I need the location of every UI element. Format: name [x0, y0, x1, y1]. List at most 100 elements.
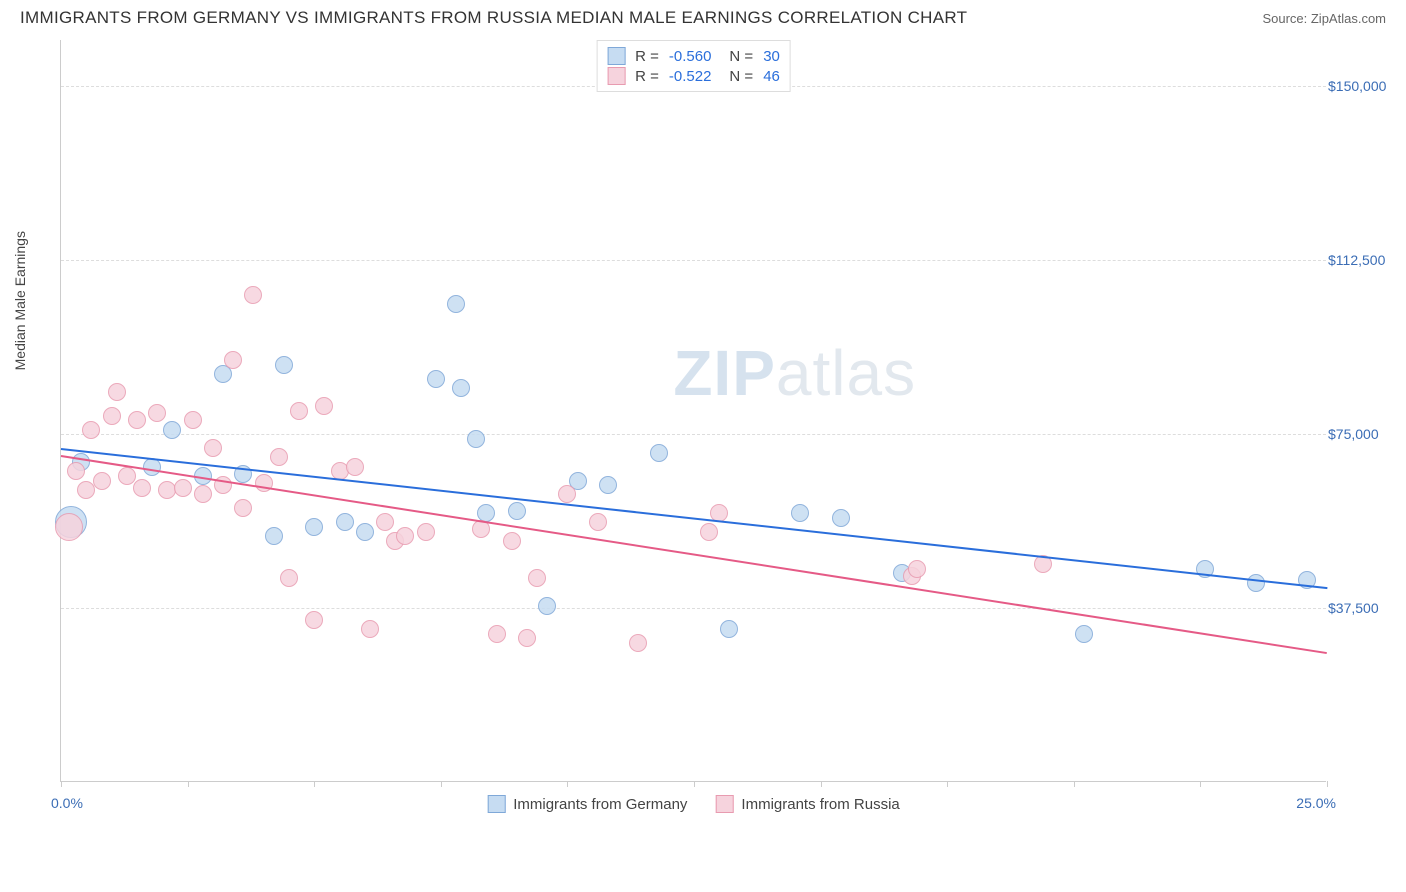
x-label-left: 0.0%	[51, 795, 83, 811]
legend-r-value: -0.522	[669, 68, 712, 85]
watermark: ZIPatlas	[673, 336, 916, 410]
data-point-germany	[791, 504, 809, 522]
data-point-russia	[589, 513, 607, 531]
data-point-russia	[133, 479, 151, 497]
gridline	[61, 260, 1326, 261]
data-point-germany	[265, 527, 283, 545]
data-point-russia	[82, 421, 100, 439]
data-point-russia	[629, 634, 647, 652]
y-tick-label: $112,500	[1328, 252, 1384, 268]
x-tick	[441, 781, 442, 787]
chart-source: Source: ZipAtlas.com	[1262, 11, 1386, 26]
data-point-russia	[488, 625, 506, 643]
trend-line-russia	[61, 455, 1327, 654]
data-point-germany	[599, 476, 617, 494]
legend-swatch-germany	[607, 47, 625, 65]
data-point-germany	[163, 421, 181, 439]
data-point-russia	[346, 458, 364, 476]
data-point-russia	[224, 351, 242, 369]
data-point-russia	[244, 286, 262, 304]
x-tick	[821, 781, 822, 787]
data-point-russia	[148, 404, 166, 422]
legend-series-label: Immigrants from Germany	[513, 796, 687, 813]
legend-swatch-russia	[715, 795, 733, 813]
legend-series-label: Immigrants from Russia	[741, 796, 899, 813]
data-point-russia	[361, 620, 379, 638]
legend-r-label: R =	[635, 68, 659, 85]
legend-top-row-germany: R = -0.560 N = 30	[607, 47, 780, 65]
y-tick-label: $37,500	[1328, 600, 1384, 616]
y-tick-label: $150,000	[1328, 78, 1384, 94]
data-point-germany	[467, 430, 485, 448]
y-axis-title: Median Male Earnings	[12, 231, 28, 370]
x-tick	[61, 781, 62, 787]
x-tick	[947, 781, 948, 787]
data-point-germany	[508, 502, 526, 520]
data-point-russia	[503, 532, 521, 550]
data-point-germany	[427, 370, 445, 388]
legend-bottom-item-russia: Immigrants from Russia	[715, 795, 899, 813]
gridline	[61, 608, 1326, 609]
data-point-germany	[650, 444, 668, 462]
data-point-russia	[908, 560, 926, 578]
data-point-russia	[270, 448, 288, 466]
x-tick	[1074, 781, 1075, 787]
watermark-rest: atlas	[776, 337, 916, 409]
legend-top-row-russia: R = -0.522 N = 46	[607, 67, 780, 85]
watermark-bold: ZIP	[673, 337, 776, 409]
data-point-germany	[275, 356, 293, 374]
x-tick	[1200, 781, 1201, 787]
plot-area: ZIPatlas R =-0.560N =30R =-0.522N =46 Im…	[60, 40, 1326, 782]
data-point-russia	[234, 499, 252, 517]
data-point-germany	[305, 518, 323, 536]
y-tick-label: $75,000	[1328, 426, 1384, 442]
data-point-russia	[108, 383, 126, 401]
legend-r-label: R =	[635, 48, 659, 65]
data-point-germany	[1075, 625, 1093, 643]
legend-n-label: N =	[729, 68, 753, 85]
data-point-russia	[558, 485, 576, 503]
data-point-russia	[184, 411, 202, 429]
data-point-germany	[1247, 574, 1265, 592]
data-point-russia	[103, 407, 121, 425]
data-point-russia	[204, 439, 222, 457]
data-point-russia	[396, 527, 414, 545]
data-point-russia	[93, 472, 111, 490]
x-tick	[188, 781, 189, 787]
legend-top: R = -0.560 N = 30 R = -0.522 N = 46	[596, 40, 791, 92]
data-point-russia	[417, 523, 435, 541]
legend-bottom: Immigrants from Germany Immigrants from R…	[487, 795, 900, 813]
legend-n-value: 30	[763, 48, 780, 65]
legend-n-label: N =	[729, 48, 753, 65]
data-point-russia	[305, 611, 323, 629]
data-point-russia	[528, 569, 546, 587]
data-point-russia	[194, 485, 212, 503]
chart-title: IMMIGRANTS FROM GERMANY VS IMMIGRANTS FR…	[20, 8, 967, 28]
data-point-russia	[290, 402, 308, 420]
data-point-russia	[280, 569, 298, 587]
data-point-germany	[720, 620, 738, 638]
legend-r-value: -0.560	[669, 48, 712, 65]
x-tick	[567, 781, 568, 787]
gridline	[61, 434, 1326, 435]
chart-header: IMMIGRANTS FROM GERMANY VS IMMIGRANTS FR…	[0, 0, 1406, 32]
data-point-germany	[832, 509, 850, 527]
data-point-russia	[128, 411, 146, 429]
x-label-right: 25.0%	[1296, 795, 1336, 811]
data-point-germany	[336, 513, 354, 531]
data-point-russia	[700, 523, 718, 541]
legend-swatch-russia	[607, 67, 625, 85]
x-tick	[1327, 781, 1328, 787]
trend-line-germany	[61, 448, 1327, 589]
legend-swatch-germany	[487, 795, 505, 813]
data-point-germany	[538, 597, 556, 615]
data-point-russia	[376, 513, 394, 531]
x-tick	[314, 781, 315, 787]
data-point-russia	[67, 462, 85, 480]
chart-container: Median Male Earnings ZIPatlas R =-0.560N…	[60, 32, 1386, 832]
data-point-germany	[452, 379, 470, 397]
data-point-russia	[518, 629, 536, 647]
legend-n-value: 46	[763, 68, 780, 85]
data-point-russia	[55, 513, 83, 541]
data-point-russia	[174, 479, 192, 497]
